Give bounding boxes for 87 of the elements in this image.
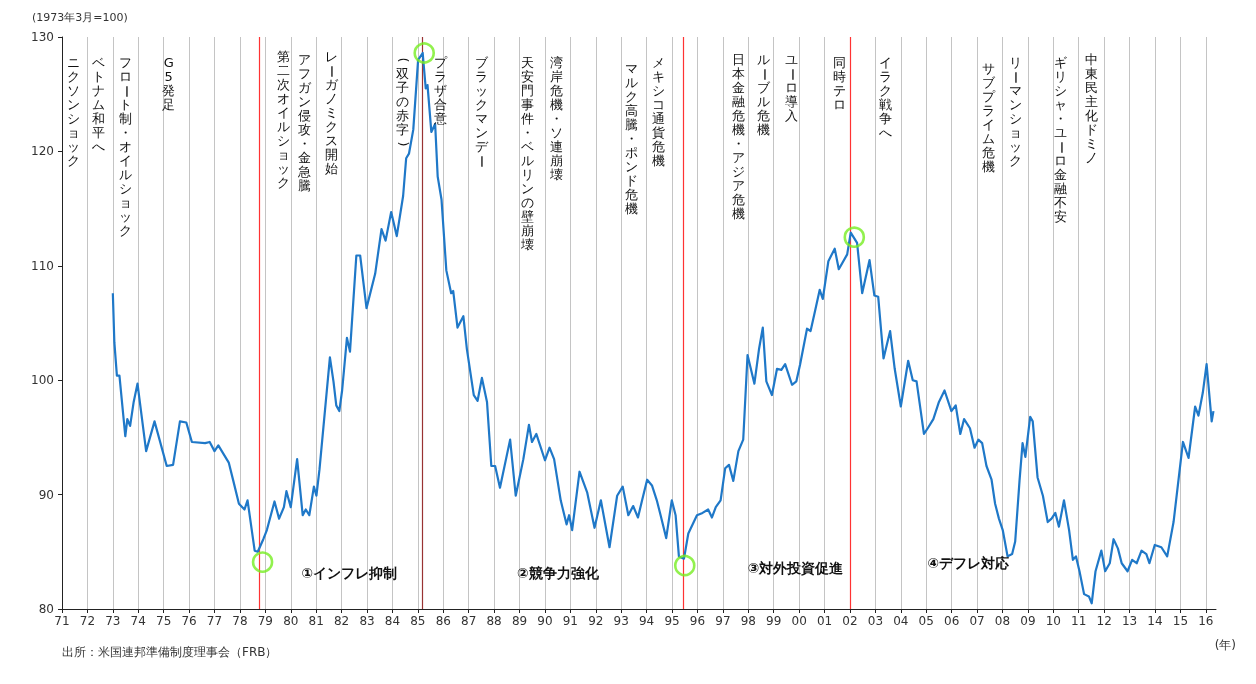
line-series [111,51,1215,605]
text: 日本金融危機・アジア危機 [731,52,745,222]
x-tick-label: 71 [54,614,70,628]
annotation: プラザ合意 [433,55,449,127]
x-tick-label: 00 [791,614,807,628]
x-tick-label: 78 [232,614,248,628]
annotation: ベトナム和平へ [91,55,107,155]
text: 出所：米国連邦準備制度理事会（FRB） [62,645,278,659]
y-tick-label: 120 [31,144,54,159]
x-tick-label: 06 [944,614,960,628]
y-tick-label: 80 [38,602,54,616]
x-tick-label: 16 [1198,614,1214,628]
annotation: G5発足 [161,55,177,113]
x-tick-label: 12 [1096,614,1112,628]
text: ギリシャ・ユーロ金融不安 [1053,55,1069,225]
x-tick-label: 99 [766,614,782,628]
y-axis-title: (1973年3月=100) [32,11,128,24]
x-tick-label: 85 [410,614,426,628]
x-tick-label: 81 [308,614,324,628]
x-tick-label: 96 [689,614,706,628]
annotation: 中東民主化ドミノ [1083,52,1099,166]
annotation: イラク戦争へ [878,55,894,141]
x-tick-label: 03 [867,614,884,628]
x-tick-label: 87 [461,614,477,628]
text: 第二次オイルショック [276,48,290,190]
annotation: ニクソンショック [65,55,81,169]
y-tick-label: 100 [31,373,54,388]
x-axis-title: (年) [1214,638,1237,652]
text: フロート制・オイルショック [118,55,134,239]
annotation: ブラックマンデー [473,55,490,170]
x-tick-label: 08 [994,614,1011,628]
x-tick-label: 93 [613,614,629,628]
point [251,551,274,573]
text: 天安門事件・ベルリンの壁崩壊 [520,55,534,253]
x-tick-label: 02 [842,614,858,628]
x-tick-label: 79 [257,614,273,628]
y-tick-label: 130 [31,30,54,44]
y-tick-label: 110 [31,258,54,273]
x-tick-label: 01 [816,614,833,628]
x-tick-label: 73 [105,614,121,628]
y-tick-label: 90 [38,487,54,502]
x-tick-label: 95 [664,614,680,628]
x-tick-label: 92 [588,614,604,628]
x-tick-label: 72 [79,614,96,628]
annotation: サブプライム危機 [981,61,997,175]
x-tick-label: 76 [181,614,197,628]
x-tick-label: 09 [1020,614,1036,628]
x-tick-label: 88 [486,614,502,628]
point [413,42,436,64]
annotation: リーマンショック [1007,55,1024,169]
x-tick-label: 11 [1071,614,1087,628]
text: レーガノミクス開始 [324,48,340,176]
point [843,226,866,248]
x-tick-label: 15 [1172,614,1189,628]
annotation: ③対外投資促進 [747,559,844,578]
annotation: ①インフレ抑制 [301,564,398,583]
x-tick-label: 80 [283,614,299,628]
annotation: ②競争力強化 [516,564,599,583]
x-tick-label: 13 [1121,614,1138,628]
annotation: ユーロ導入 [783,52,800,124]
x-tick-label: 90 [537,614,553,628]
x-tick-label: 82 [333,614,350,628]
x-tick-label: 75 [156,614,172,628]
x-tick-label: 98 [740,614,756,628]
annotation: (双子の赤字) [394,56,411,149]
x-tick-label: 86 [435,614,451,628]
x-tick-label: 05 [918,614,934,628]
point [673,554,696,577]
text: 湾岸危機・ソ連崩壊 [549,55,563,183]
x-tick-label: 84 [384,614,401,628]
text: マルク高騰・ポンド危機 [624,61,638,217]
annotation: ④デフレ対応 [927,555,1010,574]
annotation: 同時テロ [832,55,848,113]
x-tick-label: 91 [562,614,579,628]
x-tick-label: 04 [893,614,909,628]
x-tick-label: 89 [511,614,528,628]
x-tick-label: 94 [638,614,655,628]
x-tick-label: 10 [1045,614,1061,628]
annotation: メキシコ通貨危機 [650,55,666,169]
annotation: ルーブル危機 [755,52,772,138]
x-tick-label: 97 [715,614,731,628]
x-tick-label: 74 [130,614,146,628]
x-tick-label: 14 [1147,614,1163,628]
x-tick-label: 83 [359,614,375,628]
x-tick-label: 77 [206,614,223,628]
x-tick-label: 07 [969,614,985,628]
text: アフガン侵攻・金急騰 [298,52,312,194]
